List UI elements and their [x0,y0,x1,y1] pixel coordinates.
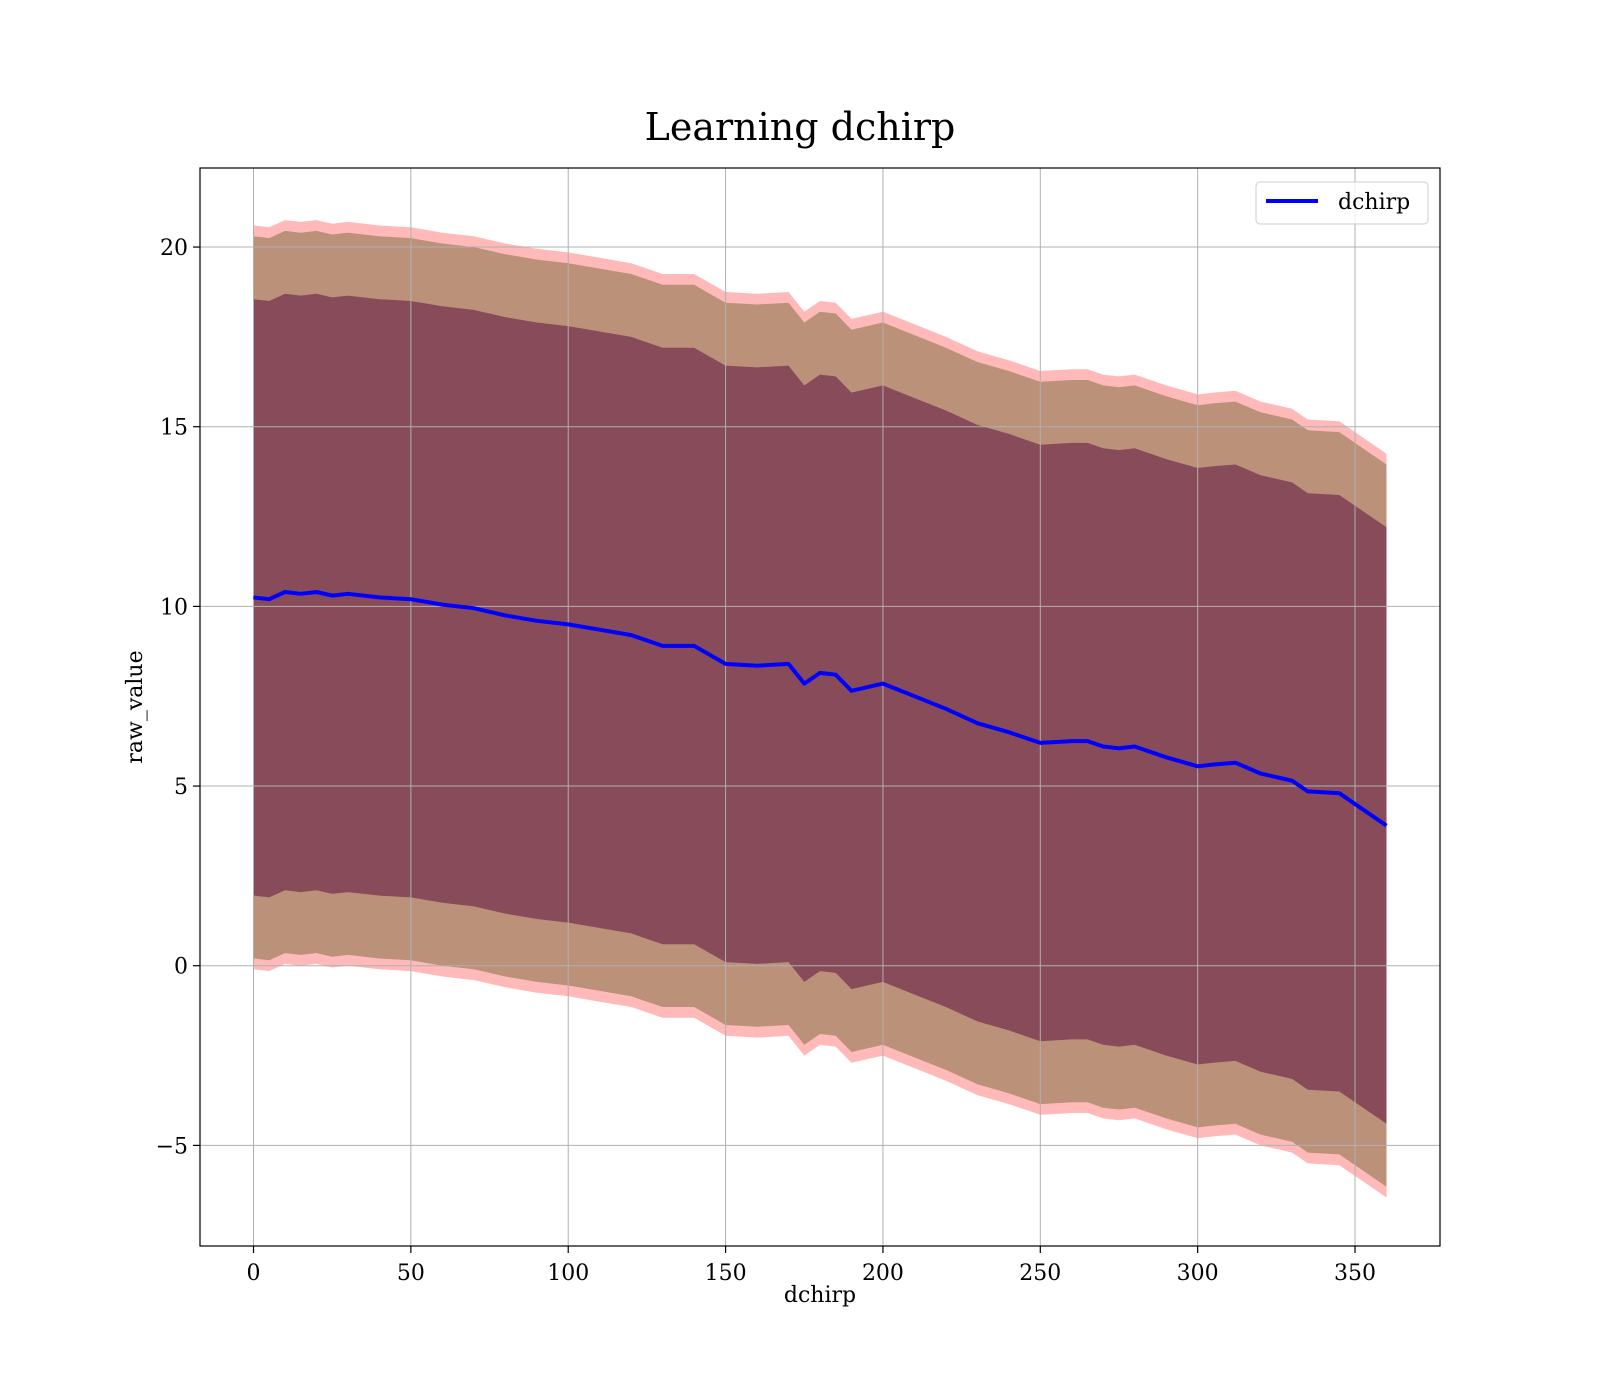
legend-label-dchirp: dchirp [1338,190,1410,215]
y-axis-label: raw_value [123,650,148,763]
series-lines [253,590,1388,828]
legend: dchirp [1255,181,1429,225]
x-tick-label: 200 [862,1261,904,1286]
confidence-bands [253,220,1387,1198]
series-line-dchirp [253,590,1388,828]
x-tick-label: 350 [1334,1261,1376,1286]
x-tick-label: 250 [1019,1261,1061,1286]
y-tick-label: 0 [174,955,188,980]
y-tick-label: 5 [174,775,188,800]
x-tick-label: 100 [547,1261,589,1286]
x-axis-ticks: 0 50 100 150 200 250 300 350 [247,1246,1376,1286]
band-inner [253,293,1387,1124]
x-tick-label: 50 [397,1261,425,1286]
y-tick-label: 10 [160,595,188,620]
legend-box [1255,181,1429,225]
y-tick-label: −5 [156,1134,188,1159]
x-axis-label: dchirp [784,1283,856,1308]
y-tick-label: 20 [160,236,188,261]
x-tick-label: 300 [1177,1261,1219,1286]
y-tick-label: 15 [160,416,188,441]
x-tick-label: 150 [705,1261,747,1286]
chart-title: Learning dchirp [645,105,956,149]
y-axis-ticks: −5 0 5 10 15 20 [156,236,200,1159]
plot-frame [199,167,1441,1247]
x-tick-label: 0 [247,1261,261,1286]
grid-lines [200,168,1440,1246]
